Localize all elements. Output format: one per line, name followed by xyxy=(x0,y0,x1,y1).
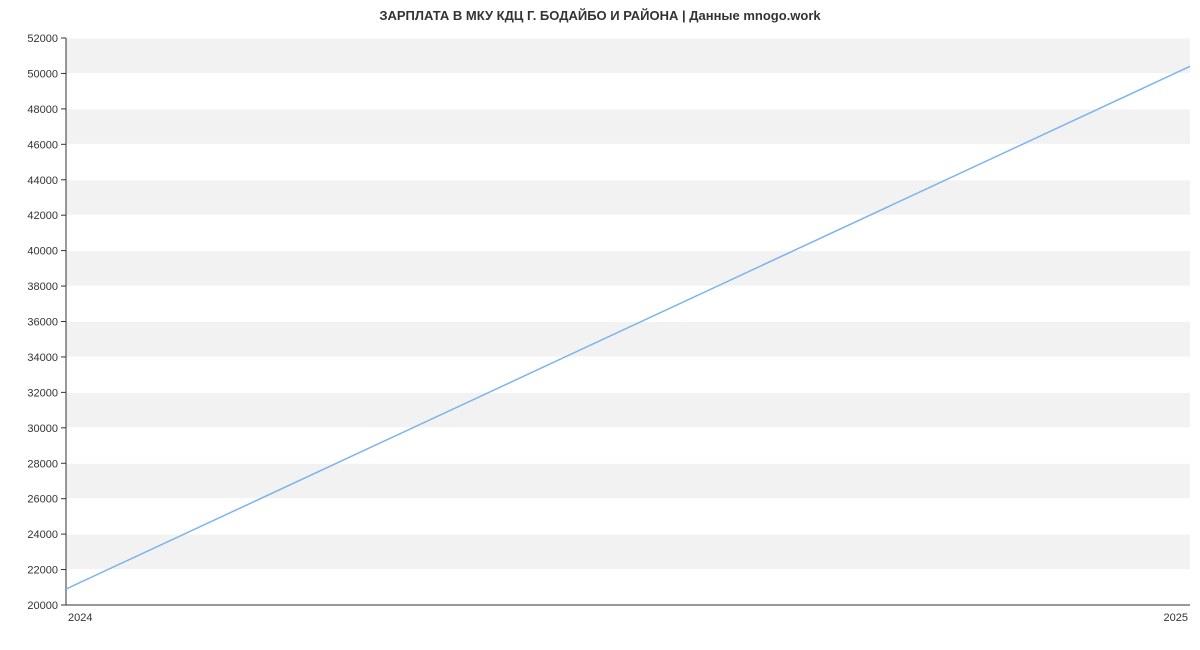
y-tick-label: 52000 xyxy=(27,33,58,45)
y-tick-label: 20000 xyxy=(27,600,58,612)
y-tick-label: 40000 xyxy=(27,246,58,258)
plot-band xyxy=(66,180,1190,215)
plot-band xyxy=(66,392,1190,427)
plot-band xyxy=(66,463,1190,498)
plot-band xyxy=(66,109,1190,144)
y-tick-label: 28000 xyxy=(27,458,58,470)
y-tick-label: 48000 xyxy=(27,104,58,116)
y-tick-label: 32000 xyxy=(27,387,58,399)
y-tick-label: 50000 xyxy=(27,68,58,80)
y-tick-label: 22000 xyxy=(27,565,58,577)
chart-title: ЗАРПЛАТА В МКУ КДЦ Г. БОДАЙБО И РАЙОНА |… xyxy=(0,8,1200,23)
plot-band xyxy=(66,322,1190,357)
chart-svg: 20000 22000 24000 26000 28000 30000 32000 34000… xyxy=(0,0,1200,650)
plot-band xyxy=(66,251,1190,286)
y-tick-label: 30000 xyxy=(27,423,58,435)
y-tick-label: 44000 xyxy=(27,175,58,187)
y-tick-label: 26000 xyxy=(27,494,58,506)
y-tick-label: 36000 xyxy=(27,317,58,329)
y-tick-label: 46000 xyxy=(27,139,58,151)
x-tick-label: 2025 xyxy=(1164,612,1188,624)
y-tick-label: 42000 xyxy=(27,210,58,222)
x-tick-label: 2024 xyxy=(68,612,92,624)
plot-band xyxy=(66,38,1190,73)
plot-band xyxy=(66,534,1190,569)
y-tick-label: 38000 xyxy=(27,281,58,293)
y-tick-label: 24000 xyxy=(27,529,58,541)
y-tick-label: 34000 xyxy=(27,352,58,364)
salary-line-chart: ЗАРПЛАТА В МКУ КДЦ Г. БОДАЙБО И РАЙОНА |… xyxy=(0,0,1200,650)
